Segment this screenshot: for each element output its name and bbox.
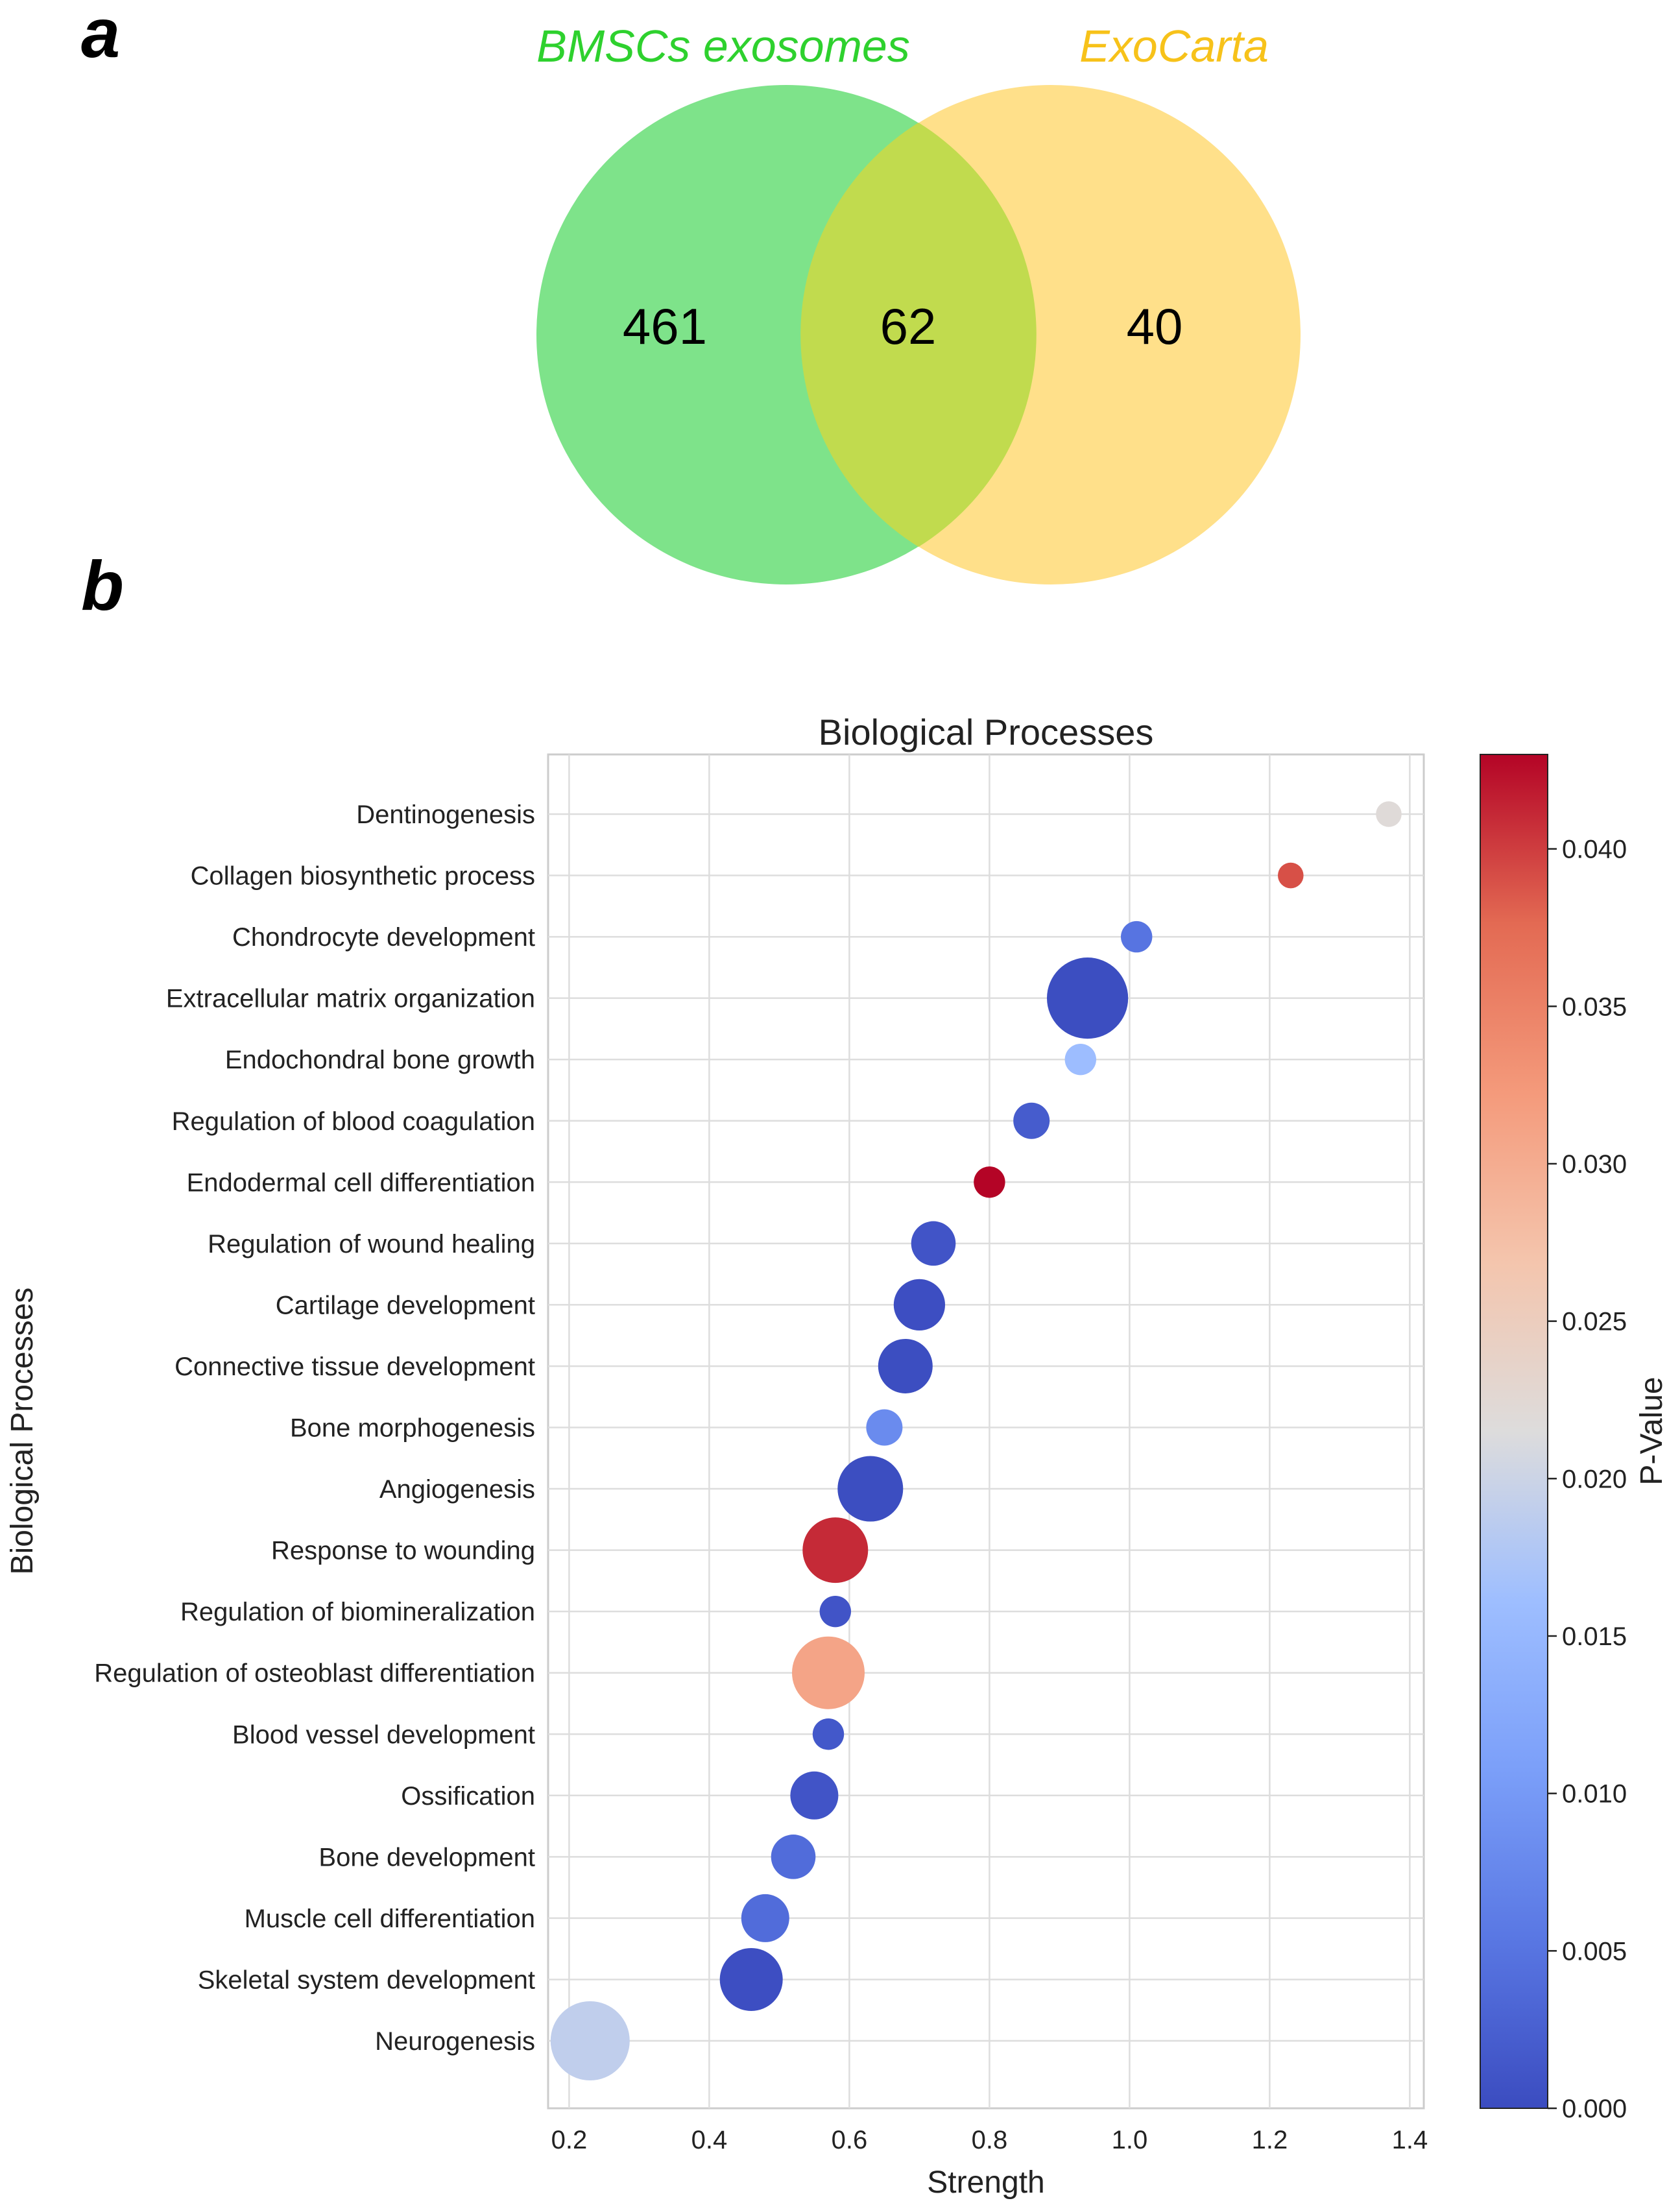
y-tick-label: Regulation of wound healing <box>208 1230 535 1258</box>
bubble-skeletal-system-development: Skeletal system development <box>719 1947 783 2011</box>
y-tick-label: Regulation of biomineralization <box>180 1598 535 1626</box>
colorbar-tick-label: 0.000 <box>1562 2095 1627 2123</box>
venn-label-bmscs-exosomes: BMSCs exosomes <box>536 21 910 71</box>
y-tick-label: Dentinogenesis <box>356 801 535 829</box>
venn-count-overlap: 62 <box>880 298 937 355</box>
colorbar-tick-label: 0.010 <box>1562 1780 1627 1809</box>
x-gridlines <box>568 754 1411 2108</box>
y-tick-label: Extracellular matrix organization <box>166 985 535 1013</box>
chart-title: Biological Processes <box>819 712 1154 752</box>
bubble-bone-morphogenesis: Bone morphogenesis <box>866 1409 903 1446</box>
bubbles: Dentinogenesis Collagen biosynthetic proc… <box>550 801 1402 2080</box>
x-tick-label: 0.4 <box>691 2126 728 2154</box>
panel-b-label: b <box>81 546 124 625</box>
colorbar-tick-label: 0.025 <box>1562 1308 1627 1336</box>
y-tick-label: Bone morphogenesis <box>290 1414 535 1443</box>
panel-a-label: a <box>81 0 120 72</box>
y-tick-label: Muscle cell differentiation <box>245 1905 535 1933</box>
colorbar-fill <box>1480 754 1548 2109</box>
colorbar: 0.000 0.005 0.010 0.015 0.020 0.025 0.030 0.035… <box>1480 754 1669 2123</box>
y-tick-label: Blood vessel development <box>232 1720 535 1749</box>
y-tick-label: Skeletal system development <box>198 1966 535 1994</box>
x-tick-label: 0.8 <box>972 2126 1008 2154</box>
bubble-dentinogenesis: Dentinogenesis <box>1376 801 1402 827</box>
bubble-regulation-of-osteoblast-differentiation: Regulation of osteoblast differentiation <box>792 1636 865 1709</box>
x-tick-labels: 0.2 0.4 0.6 0.8 1.0 1.2 1.4 <box>551 2126 1428 2154</box>
y-axis-label: Biological Processes <box>5 1288 40 1575</box>
bubble-muscle-cell-differentiation: Muscle cell differentiation <box>741 1894 789 1942</box>
bubble-cartilage-development: Cartilage development <box>893 1279 945 1330</box>
colorbar-tick-label: 0.035 <box>1562 993 1627 1021</box>
venn-count-only-exocarta: 40 <box>1127 298 1183 355</box>
y-tick-label: Neurogenesis <box>375 2027 535 2056</box>
colorbar-tick-label: 0.015 <box>1562 1622 1627 1651</box>
bubble-endochondral-bone-growth: Endochondral bone growth <box>1064 1044 1097 1076</box>
bubble-regulation-of-wound-healing: Regulation of wound healing <box>911 1221 956 1266</box>
venn-label-exocarta: ExoCarta <box>1079 21 1269 71</box>
x-tick-label: 1.4 <box>1392 2126 1428 2154</box>
venn-diagram: a BMSCs exosomes ExoCarta 461 62 40 <box>81 0 1301 584</box>
y-tick-label: Regulation of osteoblast differentiation <box>94 1659 535 1688</box>
bubble-collagen-biosynthetic-process: Collagen biosynthetic process <box>1278 862 1304 889</box>
x-tick-label: 0.6 <box>832 2126 868 2154</box>
colorbar-tick-label: 0.040 <box>1562 836 1627 864</box>
x-axis-label: Strength <box>927 2165 1044 2200</box>
colorbar-tick-label: 0.030 <box>1562 1150 1627 1179</box>
colorbar-tick-label: 0.020 <box>1562 1465 1627 1493</box>
plot-area <box>547 753 1425 2110</box>
bubble-neurogenesis: Neurogenesis <box>550 2001 630 2080</box>
y-tick-label: Collagen biosynthetic process <box>191 862 535 891</box>
bubble-connective-tissue-development: Connective tissue development <box>878 1338 933 1393</box>
y-tick-label: Cartilage development <box>276 1291 535 1319</box>
bubble-response-to-wounding: Response to wounding <box>802 1517 869 1583</box>
y-tick-label: Response to wounding <box>271 1537 535 1565</box>
bubble-ossification: Ossification <box>790 1771 839 1820</box>
x-tick-label: 1.0 <box>1112 2126 1148 2154</box>
bubble-chondrocyte-development: Chondrocyte development <box>1121 921 1153 953</box>
y-gridlines <box>548 813 1424 2042</box>
colorbar-ticks: 0.000 0.005 0.010 0.015 0.020 0.025 0.030 0.035… <box>1548 836 1627 2123</box>
x-tick-label: 0.2 <box>551 2126 588 2154</box>
bubble-endodermal-cell-differentiation: Endodermal cell differentiation <box>974 1166 1005 1198</box>
venn-count-only-bmscs: 461 <box>623 298 707 355</box>
y-tick-label: Angiogenesis <box>379 1475 535 1504</box>
bubble-regulation-of-biomineralization: Regulation of biomineralization <box>819 1595 852 1628</box>
bubble-extracellular-matrix-organization: Extracellular matrix organization <box>1047 957 1129 1039</box>
colorbar-tick-label: 0.005 <box>1562 1937 1627 1966</box>
y-tick-labels: Dentinogenesis Collagen biosynthetic proc… <box>94 801 535 2056</box>
y-tick-label: Endodermal cell differentiation <box>187 1168 535 1197</box>
y-tick-label: Connective tissue development <box>174 1353 535 1381</box>
y-tick-label: Ossification <box>401 1782 535 1811</box>
bubble-regulation-of-blood-coagulation: Regulation of blood coagulation <box>1013 1102 1050 1139</box>
y-tick-label: Regulation of blood coagulation <box>172 1107 535 1136</box>
y-tick-label: Bone development <box>318 1843 535 1872</box>
bubble-angiogenesis: Angiogenesis <box>837 1456 904 1522</box>
colorbar-label: P-Value <box>1635 1377 1669 1485</box>
y-tick-label: Endochondral bone growth <box>225 1046 535 1074</box>
bubble-blood-vessel-development: Blood vessel development <box>812 1718 845 1750</box>
bubble-chart: Biological Processes Dentinogenesis Colla… <box>5 712 1428 2200</box>
bubble-bone-development: Bone development <box>771 1835 816 1879</box>
y-tick-label: Chondrocyte development <box>232 923 535 952</box>
venn-overlap-region <box>800 123 1037 547</box>
x-tick-label: 1.2 <box>1252 2126 1288 2154</box>
